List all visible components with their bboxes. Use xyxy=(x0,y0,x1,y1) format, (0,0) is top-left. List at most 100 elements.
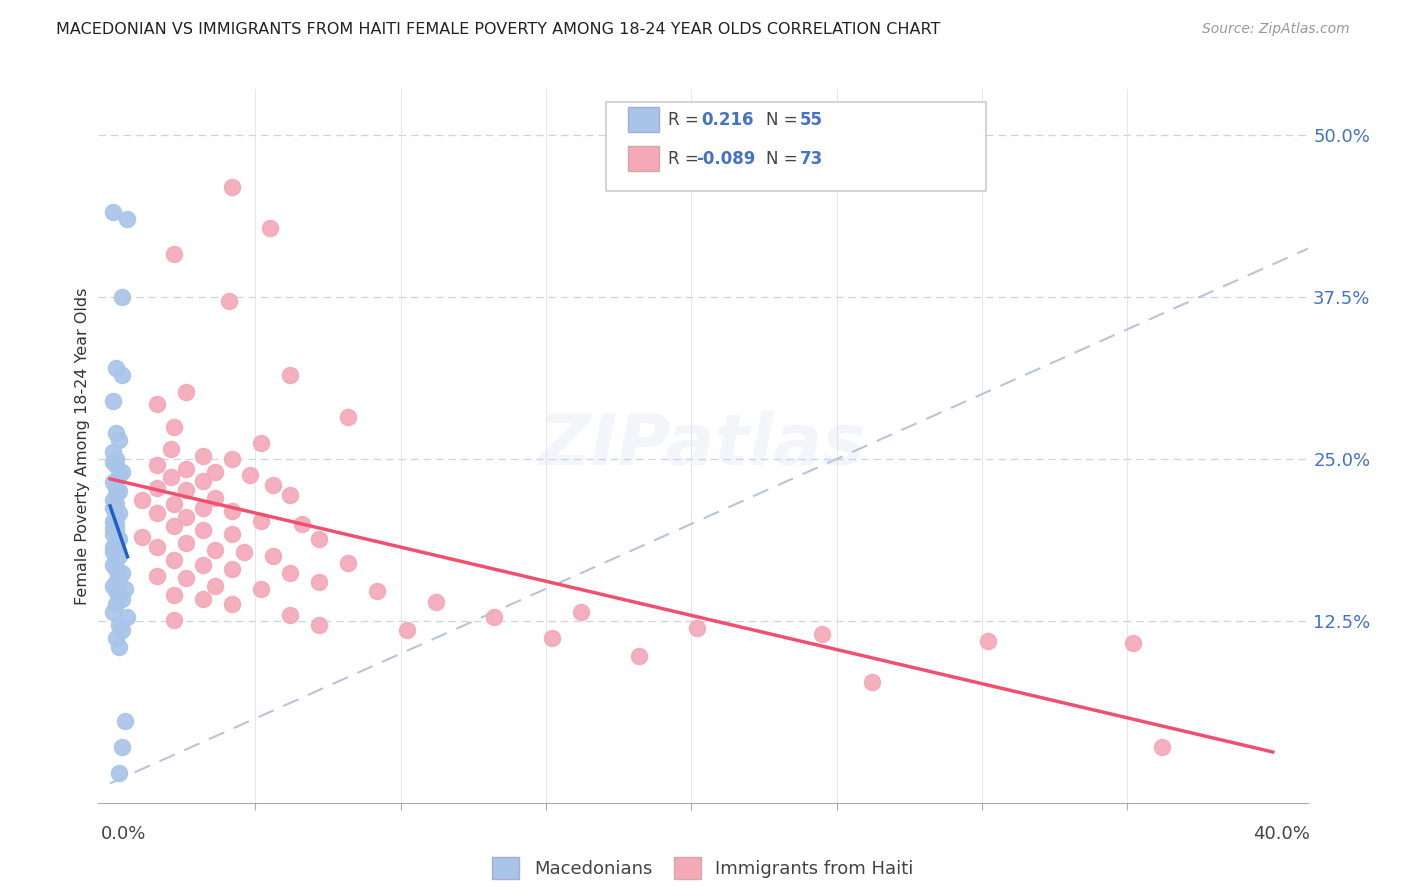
Point xyxy=(174,571,197,585)
Point xyxy=(174,462,197,476)
Point xyxy=(366,584,388,599)
Point xyxy=(117,211,139,226)
Point xyxy=(1152,739,1174,754)
Point xyxy=(250,514,273,528)
Point xyxy=(107,618,129,632)
Point xyxy=(191,450,214,464)
Point xyxy=(107,588,129,602)
Point xyxy=(101,545,124,559)
Point xyxy=(101,521,124,535)
Point xyxy=(101,579,124,593)
Point xyxy=(104,631,127,645)
Point xyxy=(101,454,124,468)
Point xyxy=(114,582,136,596)
Point xyxy=(104,458,127,473)
Point xyxy=(204,465,226,479)
Point xyxy=(107,533,129,547)
Point xyxy=(232,545,254,559)
Point xyxy=(262,549,284,564)
Point xyxy=(337,410,360,425)
Point xyxy=(278,368,301,382)
Point xyxy=(278,566,301,581)
Point xyxy=(104,510,127,524)
Point xyxy=(221,597,243,611)
Point xyxy=(160,470,183,484)
Point xyxy=(191,592,214,607)
Point xyxy=(174,536,197,550)
Point xyxy=(104,452,127,467)
Point xyxy=(101,605,124,619)
Point xyxy=(145,507,167,521)
Point xyxy=(104,542,127,557)
Point xyxy=(221,452,243,467)
Point xyxy=(174,384,197,399)
Point xyxy=(540,631,562,645)
Point xyxy=(163,519,186,533)
Point xyxy=(163,613,186,627)
Point xyxy=(107,549,129,564)
Point xyxy=(104,425,127,440)
Point xyxy=(131,493,153,508)
Point xyxy=(145,568,167,582)
Point xyxy=(104,562,127,576)
Point xyxy=(145,540,167,554)
Point xyxy=(221,179,243,194)
Point xyxy=(104,575,127,590)
Point xyxy=(259,221,281,235)
Point xyxy=(145,458,167,473)
Point xyxy=(145,397,167,411)
Point xyxy=(107,433,129,447)
Point xyxy=(104,597,127,611)
Text: ZIPatlas: ZIPatlas xyxy=(540,411,866,481)
Point xyxy=(191,524,214,538)
Point xyxy=(218,293,240,308)
Text: N =: N = xyxy=(766,111,803,128)
Point xyxy=(104,497,127,511)
Legend: Macedonians, Immigrants from Haiti: Macedonians, Immigrants from Haiti xyxy=(485,850,921,887)
Point xyxy=(163,588,186,602)
Point xyxy=(262,478,284,492)
Point xyxy=(221,562,243,576)
Point xyxy=(163,553,186,567)
Point xyxy=(163,497,186,511)
Point xyxy=(131,530,153,544)
Point xyxy=(221,527,243,541)
Text: R =: R = xyxy=(668,150,704,168)
Point xyxy=(250,436,273,450)
Point xyxy=(163,247,186,261)
Point xyxy=(104,553,127,567)
Point xyxy=(101,493,124,508)
Point xyxy=(104,584,127,599)
Point xyxy=(101,527,124,541)
Point xyxy=(308,618,330,632)
Point xyxy=(811,627,834,641)
Text: N =: N = xyxy=(766,150,803,168)
Point xyxy=(101,445,124,459)
Text: -0.089: -0.089 xyxy=(696,150,755,168)
Text: 0.0%: 0.0% xyxy=(101,825,146,843)
Point xyxy=(860,675,883,690)
Point xyxy=(111,290,134,304)
Point xyxy=(107,467,129,482)
Point xyxy=(104,524,127,538)
Point xyxy=(101,558,124,573)
Text: 55: 55 xyxy=(800,111,823,128)
Point xyxy=(425,595,447,609)
Point xyxy=(104,536,127,550)
Point xyxy=(101,393,124,408)
Point xyxy=(117,610,139,624)
Point xyxy=(145,481,167,495)
Point xyxy=(104,481,127,495)
Point xyxy=(104,516,127,531)
Point xyxy=(104,361,127,376)
Point xyxy=(628,649,651,664)
Point xyxy=(191,501,214,516)
Point xyxy=(291,516,314,531)
Point xyxy=(191,474,214,488)
Point xyxy=(101,540,124,554)
Text: 0.216: 0.216 xyxy=(702,111,754,128)
Point xyxy=(204,542,226,557)
Text: 73: 73 xyxy=(800,150,824,168)
Point xyxy=(204,579,226,593)
Point xyxy=(1122,636,1144,650)
